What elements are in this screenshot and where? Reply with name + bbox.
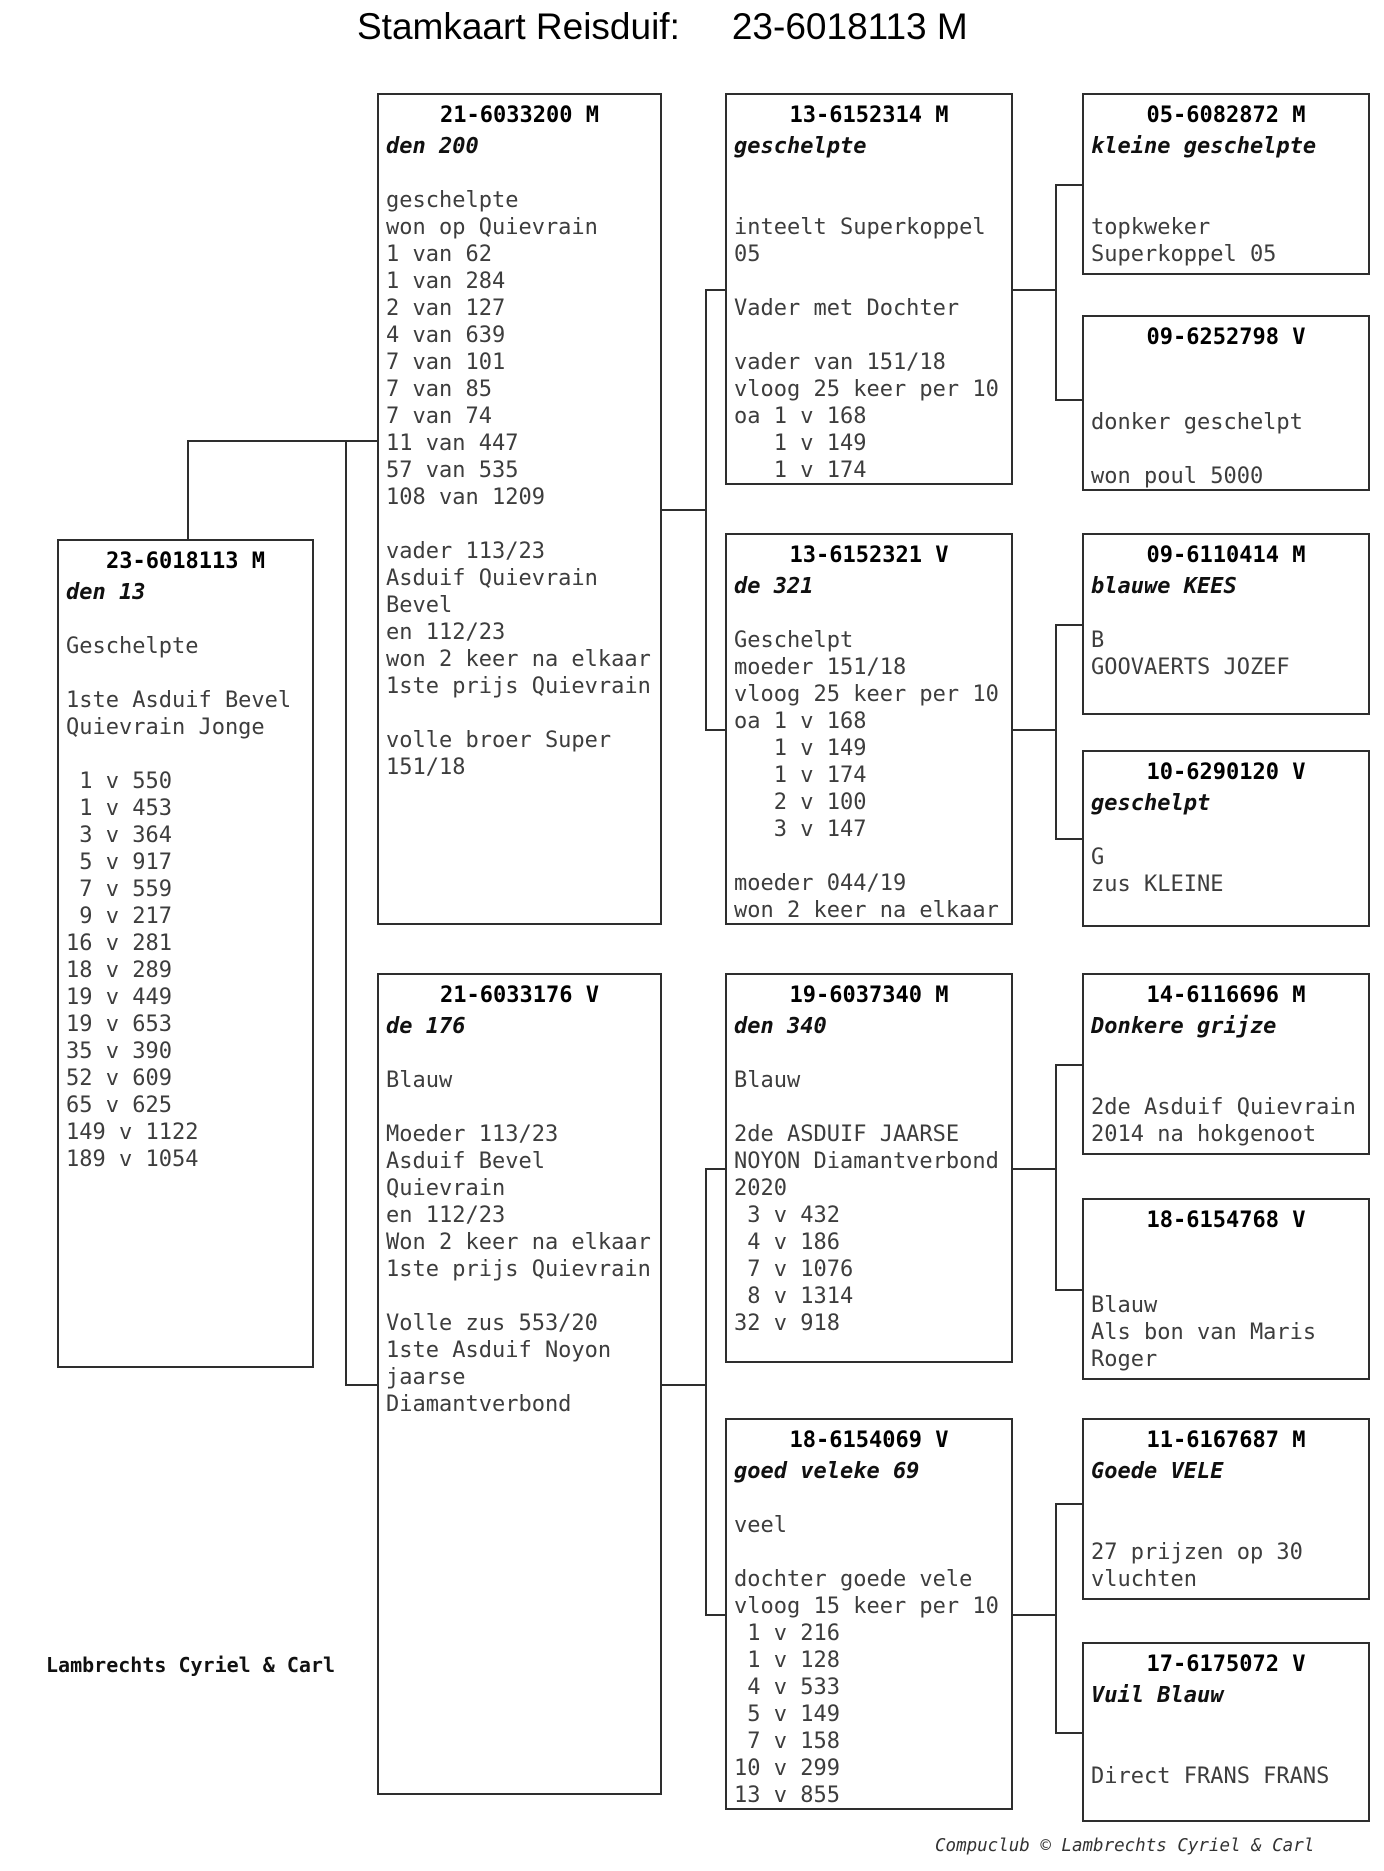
ring-number-header: 23-6018113 M bbox=[106, 549, 265, 574]
pedigree-box-great-grandfather-3: 14-6116696 M Donkere grijze 2de Asduif Q… bbox=[1082, 973, 1370, 1155]
connector-line bbox=[705, 289, 725, 291]
ring-number-header: 09-6252798 V bbox=[1146, 325, 1306, 350]
pedigree-box-paternal-grandfather: 13-6152314 M geschelpte inteelt Superkop… bbox=[725, 93, 1013, 485]
pigeon-details: topkweker Superkoppel 05 bbox=[1091, 215, 1277, 267]
pedigree-box-great-grandfather-2: 09-6110414 M blauwe KEES B GOOVAERTS JOZ… bbox=[1082, 533, 1370, 715]
connector-line bbox=[1055, 1503, 1057, 1734]
pedigree-box-great-grandmother-1: 09-6252798 V donker geschelpt won poul 5… bbox=[1082, 315, 1370, 491]
connector-line bbox=[1055, 1732, 1082, 1734]
pedigree-box-great-grandfather-4: 11-6167687 M Goede VELE 27 prijzen op 30… bbox=[1082, 1418, 1370, 1600]
ring-number-header: 14-6116696 M bbox=[1146, 983, 1306, 1008]
pigeon-name: de 176 bbox=[386, 1014, 466, 1039]
pigeon-name: Goede VELE bbox=[1091, 1459, 1224, 1484]
connector-line bbox=[1055, 838, 1082, 840]
ring-number-header: 05-6082872 M bbox=[1146, 103, 1306, 128]
pigeon-name: den 340 bbox=[734, 1014, 827, 1039]
pedigree-box-maternal-grandfather: 19-6037340 M den 340 Blauw 2de ASDUIF JA… bbox=[725, 973, 1013, 1363]
connector-line bbox=[1013, 729, 1055, 731]
connector-line bbox=[187, 440, 189, 539]
connector-line bbox=[1055, 184, 1082, 186]
pedigree-box-great-grandmother-3: 18-6154768 V Blauw Als bon van Maris Rog… bbox=[1082, 1198, 1370, 1380]
ring-number-header: 13-6152314 M bbox=[789, 103, 949, 128]
pigeon-name: goed veleke 69 bbox=[734, 1459, 920, 1484]
ring-number-header: 09-6110414 M bbox=[1146, 543, 1306, 568]
connector-line bbox=[1055, 399, 1082, 401]
pigeon-details: G zus KLEINE bbox=[1091, 845, 1224, 897]
pigeon-details: B GOOVAERTS JOZEF bbox=[1091, 628, 1290, 680]
ring-number-header: 10-6290120 V bbox=[1146, 760, 1306, 785]
connector-line bbox=[345, 1384, 377, 1386]
connector-line bbox=[345, 440, 347, 1386]
pedigree-box-subject: 23-6018113 M den 13 Geschelpte 1ste Asdu… bbox=[57, 539, 314, 1368]
connector-line bbox=[1055, 1503, 1082, 1505]
pigeon-details: veel dochter goede vele vloog 15 keer pe… bbox=[734, 1513, 999, 1808]
pedigree-box-maternal-grandmother: 18-6154069 V goed veleke 69 veel dochter… bbox=[725, 1418, 1013, 1810]
connector-line bbox=[1013, 1168, 1055, 1170]
connector-line bbox=[662, 509, 705, 511]
pigeon-details: inteelt Superkoppel 05 Vader met Dochter… bbox=[734, 215, 999, 483]
pigeon-details: Geschelpt moeder 151/18 vloog 25 keer pe… bbox=[734, 628, 999, 923]
connector-line bbox=[705, 1168, 725, 1170]
connector-line bbox=[1055, 1064, 1057, 1291]
ring-number-header: 21-6033200 M bbox=[440, 103, 599, 128]
connector-line bbox=[1055, 1289, 1082, 1291]
ring-number-header: 17-6175072 V bbox=[1146, 1652, 1306, 1677]
pedigree-box-great-grandmother-2: 10-6290120 V geschelpt G zus KLEINE bbox=[1082, 750, 1370, 927]
pedigree-box-great-grandmother-4: 17-6175072 V Vuil Blauw Direct FRANS FRA… bbox=[1082, 1642, 1370, 1822]
ring-number-header: 19-6037340 M bbox=[789, 983, 949, 1008]
connector-line bbox=[705, 289, 707, 731]
title-label: Stamkaart Reisduif: bbox=[357, 6, 680, 47]
connector-line bbox=[705, 1614, 725, 1616]
pigeon-details: Blauw Moeder 113/23 Asduif Bevel Quievra… bbox=[386, 1068, 651, 1417]
pigeon-details: 2de Asduif Quievrain 2014 na hokgenoot bbox=[1091, 1095, 1356, 1147]
compuclub-credit: Compuclub © Lambrechts Cyriel & Carl bbox=[935, 1836, 1315, 1856]
connector-line bbox=[1055, 624, 1082, 626]
pigeon-details: geschelpte won op Quievrain 1 van 62 1 v… bbox=[386, 188, 651, 780]
pigeon-details: Blauw 2de ASDUIF JAARSE NOYON Diamantver… bbox=[734, 1068, 999, 1336]
connector-line bbox=[1055, 1064, 1082, 1066]
ring-number-header: 18-6154768 V bbox=[1146, 1208, 1306, 1233]
pigeon-details: 27 prijzen op 30 vluchten bbox=[1091, 1540, 1303, 1592]
ring-number-header: 13-6152321 V bbox=[789, 543, 949, 568]
connector-line bbox=[705, 1168, 707, 1616]
connector-line bbox=[1055, 184, 1057, 401]
pigeon-details: Geschelpte 1ste Asduif Bevel Quievrain J… bbox=[66, 634, 292, 1172]
connector-line bbox=[1013, 1614, 1055, 1616]
pigeon-name: de 321 bbox=[734, 574, 814, 599]
pigeon-details: Blauw Als bon van Maris Roger bbox=[1091, 1293, 1317, 1372]
pigeon-name: Vuil Blauw bbox=[1091, 1683, 1224, 1708]
pigeon-details: Direct FRANS FRANS bbox=[1091, 1764, 1330, 1789]
pigeon-name: den 13 bbox=[66, 580, 146, 605]
pigeon-details: donker geschelpt won poul 5000 bbox=[1091, 410, 1303, 489]
ring-number-header: 11-6167687 M bbox=[1146, 1428, 1306, 1453]
pigeon-name: blauwe KEES bbox=[1091, 574, 1237, 599]
pedigree-box-paternal-grandmother: 13-6152321 V de 321 Geschelpt moeder 151… bbox=[725, 533, 1013, 925]
pigeon-name: den 200 bbox=[386, 134, 479, 159]
breeder-name: Lambrechts Cyriel & Carl bbox=[46, 1653, 335, 1677]
connector-line bbox=[662, 1384, 705, 1386]
pedigree-box-mother: 21-6033176 V de 176 Blauw Moeder 113/23 … bbox=[377, 973, 662, 1795]
connector-line bbox=[1055, 624, 1057, 840]
connector-line bbox=[705, 729, 725, 731]
pedigree-box-father: 21-6033200 M den 200 geschelpte won op Q… bbox=[377, 93, 662, 925]
ring-number-header: 18-6154069 V bbox=[789, 1428, 949, 1453]
pigeon-name: Donkere grijze bbox=[1091, 1014, 1277, 1039]
pigeon-name: geschelpte bbox=[734, 134, 867, 159]
pigeon-name bbox=[1084, 355, 1368, 382]
connector-line bbox=[187, 440, 377, 442]
connector-line bbox=[1013, 289, 1055, 291]
pigeon-name bbox=[1084, 1238, 1368, 1265]
title-ring-number: 23-6018113 M bbox=[731, 6, 968, 47]
pigeon-name: kleine geschelpte bbox=[1091, 134, 1317, 159]
pedigree-box-great-grandfather-1: 05-6082872 M kleine geschelpte topkweker… bbox=[1082, 93, 1370, 275]
ring-number-header: 21-6033176 V bbox=[440, 983, 599, 1008]
pigeon-name: geschelpt bbox=[1091, 791, 1211, 816]
page-title: Stamkaart Reisduif: 23-6018113 M bbox=[357, 6, 968, 48]
